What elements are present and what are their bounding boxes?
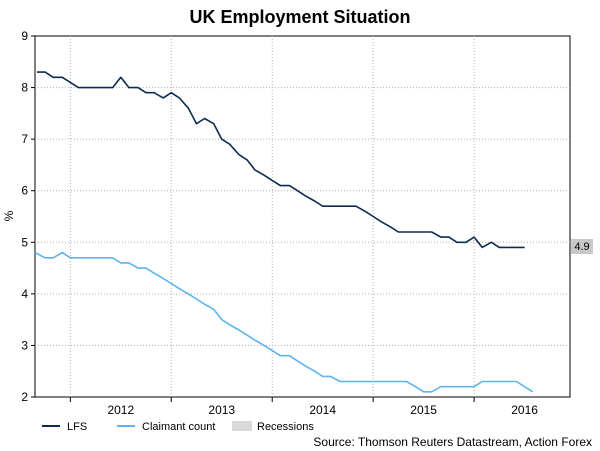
last-value-box <box>571 239 593 254</box>
series-line-lfs <box>37 71 525 249</box>
last-value-marker: 4.9 <box>571 239 593 254</box>
chart-title: UK Employment Situation <box>189 7 410 27</box>
source-note: Source: Thomson Reuters Datastream, Acti… <box>313 435 592 449</box>
y-tick-label: 2 <box>21 390 28 404</box>
last-value-label: 4.9 <box>574 241 589 253</box>
y-tick-label: 6 <box>21 184 28 198</box>
y-tick-label: 3 <box>21 338 28 352</box>
y-tick-label: 8 <box>21 81 28 95</box>
y-tick-label: 9 <box>21 29 28 43</box>
y-tick-label: 4 <box>21 287 28 301</box>
x-tick-label: 2015 <box>410 403 437 417</box>
legend-label: Recessions <box>257 421 314 433</box>
y-axis: 2 3 4 5 6 7 8 9 <box>21 29 35 404</box>
x-tick-label: 2016 <box>511 403 538 417</box>
x-tick-label: 2013 <box>208 403 235 417</box>
legend: LFS Claimant count Recessions <box>42 421 314 433</box>
legend-label: Claimant count <box>142 421 215 433</box>
y-tick-label: 5 <box>21 235 28 249</box>
x-tick-label: 2014 <box>309 403 336 417</box>
y-axis-label: % <box>2 210 16 221</box>
x-axis: 2012 2013 2014 2015 2016 <box>69 397 538 417</box>
legend-swatch <box>232 421 252 431</box>
series-line-claimant-count <box>34 251 534 393</box>
y-tick-label: 7 <box>21 132 28 146</box>
legend-label: LFS <box>67 421 87 433</box>
series-lines <box>34 71 534 393</box>
plot-area <box>34 35 571 398</box>
x-tick-label: 2012 <box>107 403 134 417</box>
